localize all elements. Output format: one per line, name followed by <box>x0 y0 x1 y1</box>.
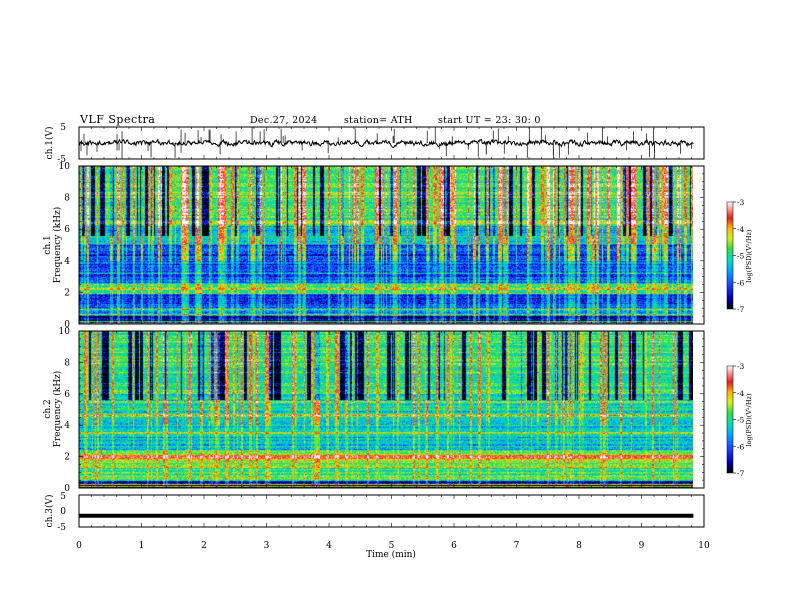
colorbar-tick-label: -6 <box>737 278 745 287</box>
ch1-spectrogram-yticks: 0 2 4 6 8 10 <box>59 162 704 330</box>
colorbar-tick-label: -4 <box>737 389 745 398</box>
time-tick-label: 3 <box>264 541 270 551</box>
ch2-colorbar-label: log(PSD)(V²/Hz) <box>745 393 753 446</box>
time-tick-label: 4 <box>326 541 332 551</box>
ch3-waveform-ylabel: ch.3(V) <box>44 495 55 528</box>
ch2-spectrogram-yticks: 0 2 4 6 8 10 <box>59 327 704 494</box>
ch2-colorbar <box>726 365 734 474</box>
time-axis-ticks: 0 1 2 3 4 5 6 7 8 9 10 <box>76 127 710 551</box>
ch3-waveform-frame <box>78 494 705 528</box>
colorbar-tick-label: -3 <box>737 362 745 371</box>
ch1-ytick-bottom: -5 <box>57 155 66 165</box>
ch1-spectrogram-ylabel-channel: ch.1 <box>43 235 53 254</box>
colorbar-tick-label: -4 <box>737 225 745 234</box>
frequency-tick-label: 6 <box>64 390 70 400</box>
figure-title: VLF Spectra <box>79 113 155 126</box>
ch3-ytick-top: 5 <box>60 492 66 502</box>
ch3-ytick-mid: 0 <box>60 507 66 517</box>
time-tick-label: 5 <box>389 541 395 551</box>
ch2-spectrogram-ylabel-channel: ch.2 <box>43 399 53 418</box>
frequency-tick-label: 10 <box>59 162 71 172</box>
start-ut-label: start UT = 23: 30: 0 <box>438 115 541 126</box>
frequency-tick-label: 2 <box>64 453 70 463</box>
date-label: Dec.27, 2024 <box>250 115 317 126</box>
time-tick-label: 6 <box>451 541 457 551</box>
time-tick-label: 10 <box>698 541 710 551</box>
frequency-tick-label: 2 <box>64 288 70 298</box>
time-tick-label: 0 <box>76 541 82 551</box>
colorbar-tick-label: -5 <box>737 416 745 425</box>
ch3-waveform-panel: 5 0 -5 ch.3(V) 0 1 2 3 4 5 6 7 8 9 10 Time (min) <box>44 127 710 560</box>
ch1-waveform-panel: 5 -5 ch.1(V) <box>44 123 705 165</box>
ch1-ytick-top: 5 <box>60 123 66 133</box>
ch1-waveform-trace <box>78 127 694 159</box>
time-axis-label: Time (min) <box>366 549 416 560</box>
station-label: station= ATH <box>344 115 413 126</box>
frequency-tick-label: 0 <box>64 320 70 330</box>
colorbar-tick-label: -7 <box>737 305 745 314</box>
frequency-tick-label: 4 <box>64 257 70 267</box>
frequency-tick-label: 8 <box>64 358 70 368</box>
colorbar-tick-label: -5 <box>737 252 745 261</box>
ch2-spectrogram-ylabel-freq: Frequency (kHz) <box>52 371 63 448</box>
time-tick-label: 8 <box>576 541 582 551</box>
ch1-waveform-ylabel: ch.1(V) <box>44 127 55 160</box>
time-tick-label: 9 <box>639 541 645 551</box>
colorbar-tick-label: -7 <box>737 469 745 478</box>
frequency-tick-label: 8 <box>64 194 70 204</box>
ch1-spectrogram-image <box>79 166 693 324</box>
frequency-tick-label: 10 <box>59 327 71 337</box>
ch3-ytick-bottom: -5 <box>57 523 66 533</box>
ch2-colorbar-ticks: -3 -4 -5 -6 -7 <box>733 362 745 478</box>
ch2-spectrogram-image <box>79 331 693 488</box>
ch1-colorbar-label: log(PSD)(V²/Hz) <box>745 229 753 282</box>
time-tick-label: 2 <box>201 541 207 551</box>
time-tick-label: 7 <box>514 541 520 551</box>
colorbar-tick-label: -6 <box>737 442 745 451</box>
frequency-tick-label: 4 <box>64 421 70 431</box>
ch1-colorbar-ticks: -3 -4 -5 -6 -7 <box>733 198 745 314</box>
frequency-tick-label: 6 <box>64 225 70 235</box>
ch1-spectrogram-ylabel-freq: Frequency (kHz) <box>52 207 63 284</box>
time-tick-label: 1 <box>139 541 145 551</box>
frequency-tick-label: 0 <box>64 484 70 494</box>
colorbar-tick-label: -3 <box>737 198 745 207</box>
ch1-colorbar <box>726 201 734 310</box>
